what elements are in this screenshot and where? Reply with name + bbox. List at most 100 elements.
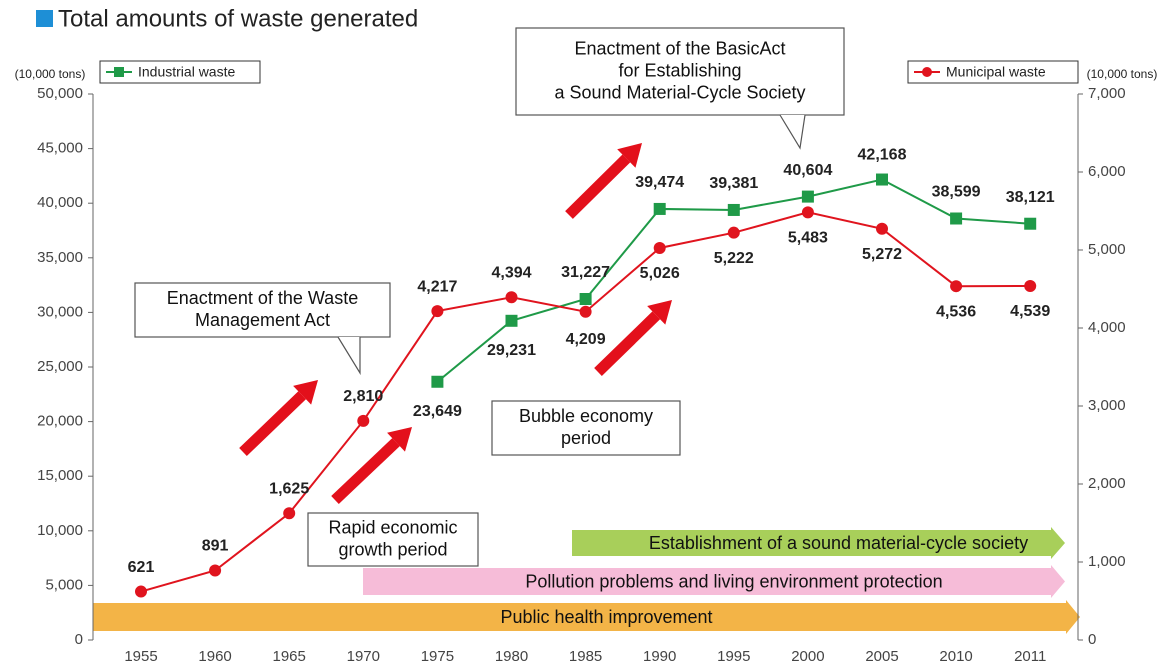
callout-text: Rapid economic xyxy=(328,517,457,537)
trend-arrow-head xyxy=(293,380,318,405)
marker xyxy=(357,414,370,427)
y2-tick-label: 2,000 xyxy=(1088,475,1126,492)
callout-pointer xyxy=(337,336,361,376)
data-label: 891 xyxy=(202,538,229,555)
trend-arrow xyxy=(331,438,400,504)
data-label: 39,381 xyxy=(709,175,758,192)
x-tick-label: 2000 xyxy=(791,648,824,665)
data-label: 621 xyxy=(128,559,155,576)
data-label: 4,217 xyxy=(417,278,457,295)
data-label: 5,222 xyxy=(714,250,754,267)
data-label: 1,625 xyxy=(269,480,309,497)
y-tick-label: 40,000 xyxy=(37,194,83,211)
marker xyxy=(431,375,444,388)
x-tick-label: 2011 xyxy=(1014,648,1046,665)
marker xyxy=(505,291,518,304)
data-label: 4,536 xyxy=(936,303,976,320)
y2-tick-label: 1,000 xyxy=(1088,553,1126,570)
period-band xyxy=(363,565,1065,598)
y-tick-label: 15,000 xyxy=(37,467,83,484)
x-tick-label: 1990 xyxy=(643,648,676,665)
y2-axis-label: (10,000 tons) xyxy=(1087,67,1158,81)
callout-text: Enactment of the BasicAct xyxy=(574,38,785,58)
marker xyxy=(727,203,740,216)
period-band xyxy=(93,600,1080,634)
callout-text: Enactment of the Waste xyxy=(167,288,358,308)
y-tick-label: 25,000 xyxy=(37,358,83,375)
marker xyxy=(950,280,963,293)
data-label: 4,209 xyxy=(566,331,606,348)
y-tick-label: 50,000 xyxy=(37,85,83,102)
x-tick-label: 1995 xyxy=(717,648,750,665)
data-label: 29,231 xyxy=(487,342,536,359)
y2-tick-label: 5,000 xyxy=(1088,241,1126,258)
data-label: 2,810 xyxy=(343,388,383,405)
chart-title: Total amounts of waste generated xyxy=(58,5,418,32)
data-label: 23,649 xyxy=(413,403,462,420)
data-label: 5,483 xyxy=(788,230,828,247)
marker xyxy=(579,305,592,318)
trend-arrow xyxy=(565,154,631,219)
marker xyxy=(727,226,740,239)
marker xyxy=(431,305,444,318)
period-band-label: Pollution problems and living environmen… xyxy=(525,571,942,591)
data-label: 38,121 xyxy=(1006,189,1055,206)
legend-box xyxy=(99,60,261,84)
marker xyxy=(801,206,814,219)
y-tick-label: 5,000 xyxy=(45,576,83,593)
title-icon xyxy=(36,10,53,27)
marker xyxy=(801,190,814,203)
legend-box xyxy=(907,60,1079,84)
y-tick-label: 20,000 xyxy=(37,413,83,430)
callout-text: for Establishing xyxy=(618,60,741,80)
marker xyxy=(283,507,296,520)
x-tick-label: 2005 xyxy=(865,648,898,665)
data-label: 39,474 xyxy=(635,174,684,191)
callout-text: Bubble economy xyxy=(519,406,653,426)
data-label: 42,168 xyxy=(858,147,907,164)
x-tick-label: 1970 xyxy=(347,648,380,665)
x-tick-label: 1960 xyxy=(198,648,231,665)
callout-text: a Sound Material-Cycle Society xyxy=(554,82,805,102)
trend-arrow-head xyxy=(617,143,642,168)
callout-text: period xyxy=(561,428,611,448)
marker xyxy=(579,293,592,306)
marker xyxy=(1024,217,1037,230)
y-tick-label: 45,000 xyxy=(37,140,83,157)
x-tick-label: 2010 xyxy=(939,648,972,665)
callout-box xyxy=(491,400,681,456)
y-tick-label: 30,000 xyxy=(37,303,83,320)
callout-text: Management Act xyxy=(195,310,330,330)
marker xyxy=(876,222,888,235)
marker xyxy=(505,314,518,327)
y-tick-label: 0 xyxy=(75,631,83,648)
callout-text: growth period xyxy=(338,539,447,559)
x-tick-label: 1985 xyxy=(569,648,602,665)
trend-arrow xyxy=(594,311,661,376)
marker xyxy=(1024,279,1037,292)
data-label: 4,394 xyxy=(491,264,531,281)
marker xyxy=(653,241,666,254)
data-label: 4,539 xyxy=(1010,303,1050,320)
data-label: 31,227 xyxy=(561,264,610,281)
period-band xyxy=(572,527,1065,559)
y2-tick-label: 4,000 xyxy=(1088,319,1126,336)
data-label: 5,272 xyxy=(862,246,902,263)
y-tick-label: 35,000 xyxy=(37,249,83,266)
y2-tick-label: 6,000 xyxy=(1088,163,1126,180)
callout-pointer xyxy=(779,114,806,150)
legend-marker xyxy=(114,67,124,77)
y-tick-label: 10,000 xyxy=(37,522,83,539)
trend-arrow-head xyxy=(387,427,412,452)
x-tick-label: 1955 xyxy=(124,648,157,665)
marker xyxy=(135,585,147,598)
data-label: 38,599 xyxy=(932,184,981,201)
legend-label: Industrial waste xyxy=(138,64,235,80)
callout-box xyxy=(307,512,479,567)
marker xyxy=(209,564,222,577)
marker xyxy=(653,202,666,215)
marker xyxy=(876,173,888,186)
x-tick-label: 1975 xyxy=(421,648,454,665)
period-band-label: Establishment of a sound material-cycle … xyxy=(649,533,1028,553)
